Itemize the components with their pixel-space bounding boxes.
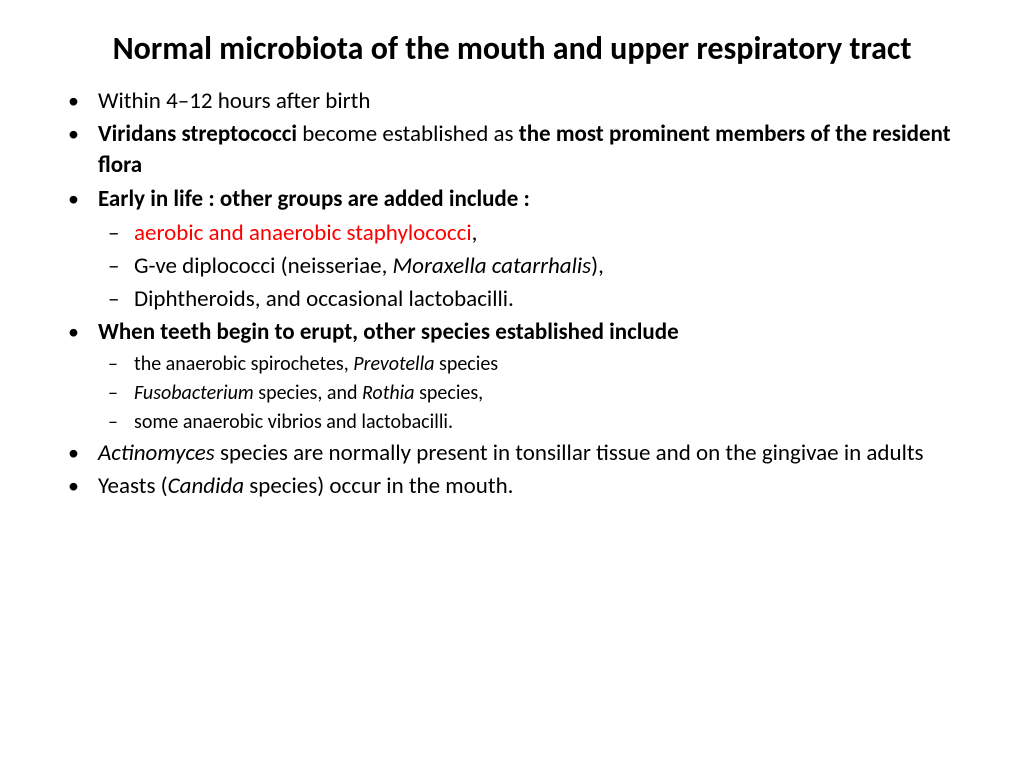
- text: species: [439, 352, 498, 376]
- sub-item: G-ve diplococci (neisseriae, Moraxella c…: [98, 250, 964, 282]
- text-italic: Actinomyces: [98, 439, 220, 467]
- text-italic: Prevotella: [353, 352, 439, 376]
- text-bold: When teeth begin to erupt, other species…: [98, 318, 679, 346]
- sub-item: Diphtheroids, and occasional lactobacill…: [98, 283, 964, 315]
- slide-title: Normal microbiota of the mouth and upper…: [60, 30, 964, 68]
- text: species,: [419, 381, 483, 405]
- text: become established as: [302, 120, 519, 148]
- text: G-ve diplococci (neisseriae,: [134, 252, 393, 280]
- bullet-item: Viridans streptococci become established…: [60, 119, 964, 181]
- text-italic: Fusobacterium: [134, 381, 258, 405]
- bullet-item: Within 4–12 hours after birth: [60, 86, 964, 117]
- sub-item: some anaerobic vibrios and lactobacilli.: [98, 408, 964, 436]
- sub-item: the anaerobic spirochetes, Prevotella sp…: [98, 350, 964, 378]
- text: species) occur in the mouth.: [249, 472, 513, 500]
- bullet-list: Within 4–12 hours after birth Viridans s…: [60, 86, 964, 502]
- text: ,: [472, 219, 478, 247]
- sub-item: Fusobacterium species, and Rothia specie…: [98, 379, 964, 407]
- text: species are normally present in tonsilla…: [220, 439, 924, 467]
- text-italic: Candida: [168, 472, 250, 500]
- text-highlight: aerobic and anaerobic staphylococci: [134, 219, 472, 247]
- sub-item: aerobic and anaerobic staphylococci,: [98, 217, 964, 249]
- text: species, and: [258, 381, 362, 405]
- text: Yeasts (: [98, 472, 168, 500]
- text-bold: Early in life : other groups are added i…: [98, 185, 530, 213]
- bullet-item: Early in life : other groups are added i…: [60, 184, 964, 316]
- text: ),: [591, 252, 604, 280]
- text: the anaerobic spirochetes,: [134, 352, 353, 376]
- sub-list: the anaerobic spirochetes, Prevotella sp…: [98, 350, 964, 436]
- text-bold: Viridans streptococci: [98, 120, 302, 148]
- bullet-item: Actinomyces species are normally present…: [60, 438, 964, 469]
- text-italic: Moraxella catarrhalis: [393, 252, 592, 280]
- sub-list: aerobic and anaerobic staphylococci, G-v…: [98, 217, 964, 316]
- bullet-item: Yeasts (Candida species) occur in the mo…: [60, 471, 964, 502]
- text-italic: Rothia: [362, 381, 419, 405]
- bullet-item: When teeth begin to erupt, other species…: [60, 317, 964, 436]
